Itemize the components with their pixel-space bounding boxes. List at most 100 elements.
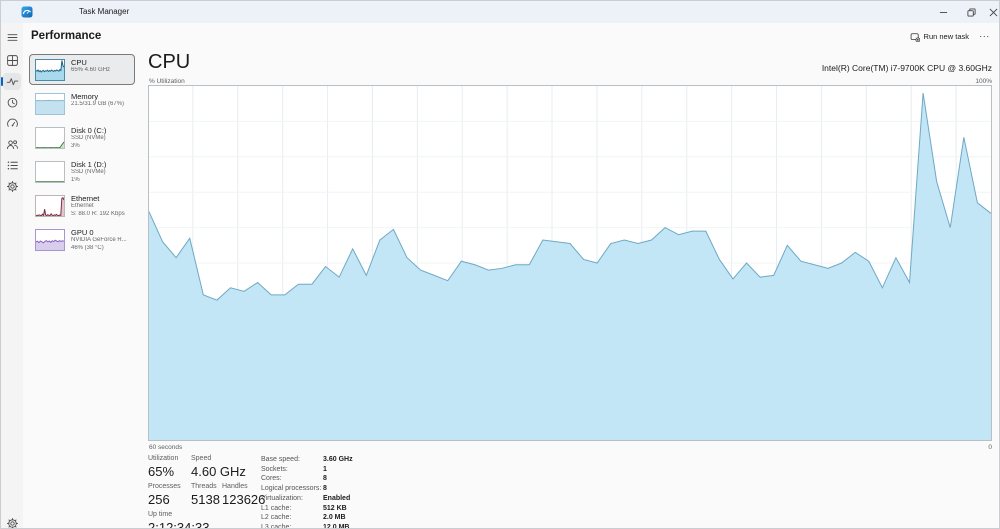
l2-cache-label: L2 cache: [261, 514, 292, 522]
uptime-value: 2:12:34:33 [148, 520, 210, 529]
page-title: Performance [31, 30, 102, 42]
nav-item-details[interactable] [3, 157, 21, 174]
gpu-card-title: GPU 0 [71, 228, 94, 237]
speed-label: Speed [191, 455, 212, 462]
sidebar-item-memory[interactable]: Memory 21.5/31.9 GB (67%) [29, 88, 135, 119]
speed-value: 4.60 GHz [191, 464, 246, 479]
users-icon [6, 140, 18, 150]
nav-rail [1, 23, 23, 528]
sidebar-item-disk1[interactable]: Disk 1 (D:) SSD (NVMe) 1% [29, 156, 135, 187]
detail-row: Sockets: 1 [261, 466, 501, 476]
nav-item-services[interactable] [3, 178, 21, 195]
sidebar-item-disk0[interactable]: Disk 0 (C:) SSD (NVMe) 3% [29, 122, 135, 153]
close-button[interactable] [979, 1, 999, 23]
ethernet-card-title: Ethernet [71, 194, 100, 203]
restore-button[interactable] [957, 1, 985, 23]
nav-item-startup-apps[interactable] [3, 115, 21, 132]
sidebar-item-gpu[interactable]: GPU 0 NVIDIA GeForce R... 46% (38 °C) [29, 224, 135, 255]
cores-label: Cores: [261, 475, 282, 483]
close-icon [989, 8, 997, 16]
cpu-card-stats: 65% 4.60 GHz [71, 67, 111, 73]
sidebar-item-cpu[interactable]: CPU 65% 4.60 GHz [29, 54, 135, 85]
startup-apps-icon [6, 118, 18, 127]
virtualization-label: Virtualization: [261, 494, 303, 502]
ethernet-mini-chart [35, 195, 65, 217]
base-speed-value: 3.60 GHz [323, 456, 353, 463]
logical-processors-value: 8 [323, 485, 327, 493]
logical-processors-label: Logical processors: [261, 485, 322, 493]
details-icon [7, 161, 18, 170]
threads-value: 5138 [191, 492, 220, 507]
nav-item-app-history[interactable] [3, 94, 21, 111]
nav-item-processes[interactable] [3, 52, 21, 69]
menu-button[interactable] [3, 29, 21, 46]
nav-selected-pill [1, 77, 3, 86]
gear-icon [6, 518, 18, 528]
minimize-button[interactable] [929, 1, 957, 23]
detail-row: L3 cache: 12.0 MB [261, 523, 501, 529]
disk1-mini-chart [35, 161, 65, 183]
sockets-label: Sockets: [261, 465, 288, 473]
detail-row: Cores: 8 [261, 475, 501, 485]
restore-icon [966, 7, 976, 17]
processes-icon [6, 55, 18, 66]
l3-cache-value: 12.0 MB [323, 523, 350, 529]
run-new-task-icon [910, 32, 920, 42]
x-axis-left-label: 60 seconds [149, 444, 183, 451]
ethernet-card-name: Ethernet [71, 203, 94, 209]
cores-value: 8 [323, 475, 327, 483]
nav-item-users[interactable] [3, 136, 21, 153]
services-icon [6, 181, 18, 192]
handles-label: Handles [222, 483, 248, 490]
cpu-mini-chart [35, 59, 65, 81]
detail-row: L1 cache: 512 KB [261, 505, 501, 515]
disk0-card-usage: 3% [71, 142, 80, 149]
gpu-mini-chart [35, 229, 65, 251]
processes-value: 256 [148, 492, 170, 507]
nav-item-performance[interactable] [3, 73, 21, 90]
performance-sidebar: CPU 65% 4.60 GHz Memory 21.5/31.9 GB (67… [29, 54, 135, 258]
disk0-mini-chart [35, 127, 65, 149]
l1-cache-value: 512 KB [323, 504, 347, 512]
detail-row: Virtualization: Enabled [261, 495, 501, 505]
cpu-detail-panel: CPU Intel(R) Core(TM) i7-9700K CPU @ 3.6… [148, 47, 992, 529]
l3-cache-label: L3 cache: [261, 523, 292, 529]
settings-button[interactable] [3, 515, 21, 528]
handles-value: 123626 [222, 492, 266, 507]
detail-row: Logical processors: 8 [261, 485, 501, 495]
window-title: Task Manager [79, 7, 130, 16]
disk1-card-title: Disk 1 (D:) [71, 160, 107, 169]
disk1-card-usage: 1% [71, 176, 80, 183]
virtualization-value: Enabled [323, 494, 351, 502]
memory-card-stats: 21.5/31.9 GB (67%) [71, 101, 125, 107]
cpu-model-name: Intel(R) Core(TM) i7-9700K CPU @ 3.60GHz [821, 63, 992, 73]
l2-cache-value: 2.0 MB [323, 514, 346, 522]
detail-row: Base speed: 3.60 GHz [261, 456, 501, 466]
titlebar: Task Manager [1, 1, 999, 23]
y-axis-max-label: 100% [975, 78, 992, 85]
task-manager-app-icon [21, 6, 33, 18]
y-axis-label: % Utilization [149, 78, 185, 85]
sockets-value: 1 [323, 465, 327, 473]
disk0-card-type: SSD (NVMe) [71, 135, 106, 141]
l1-cache-label: L1 cache: [261, 504, 292, 512]
performance-icon [6, 78, 18, 86]
utilization-value: 65% [148, 464, 175, 479]
run-new-task-button[interactable]: Run new task [906, 29, 973, 44]
run-new-task-label: Run new task [923, 32, 969, 41]
gpu-card-model: NVIDIA GeForce R... [71, 237, 127, 243]
memory-mini-chart [35, 93, 65, 115]
disk0-card-title: Disk 0 (C:) [71, 126, 107, 135]
cpu-stats: Utilization Speed 65% 4.60 GHz Processes… [148, 455, 992, 529]
sidebar-item-ethernet[interactable]: Ethernet Ethernet S: 88.0 R: 192 Kbps [29, 190, 135, 221]
ethernet-card-rates: S: 88.0 R: 192 Kbps [71, 210, 125, 217]
cpu-utilization-chart [148, 85, 992, 441]
more-options-button[interactable]: ... [979, 29, 990, 39]
processes-label: Processes [148, 483, 181, 490]
base-speed-label: Base speed: [261, 456, 300, 463]
cpu-heading: CPU [148, 51, 191, 73]
minimize-icon [939, 11, 947, 13]
disk1-card-type: SSD (NVMe) [71, 169, 106, 175]
threads-label: Threads [191, 483, 217, 490]
